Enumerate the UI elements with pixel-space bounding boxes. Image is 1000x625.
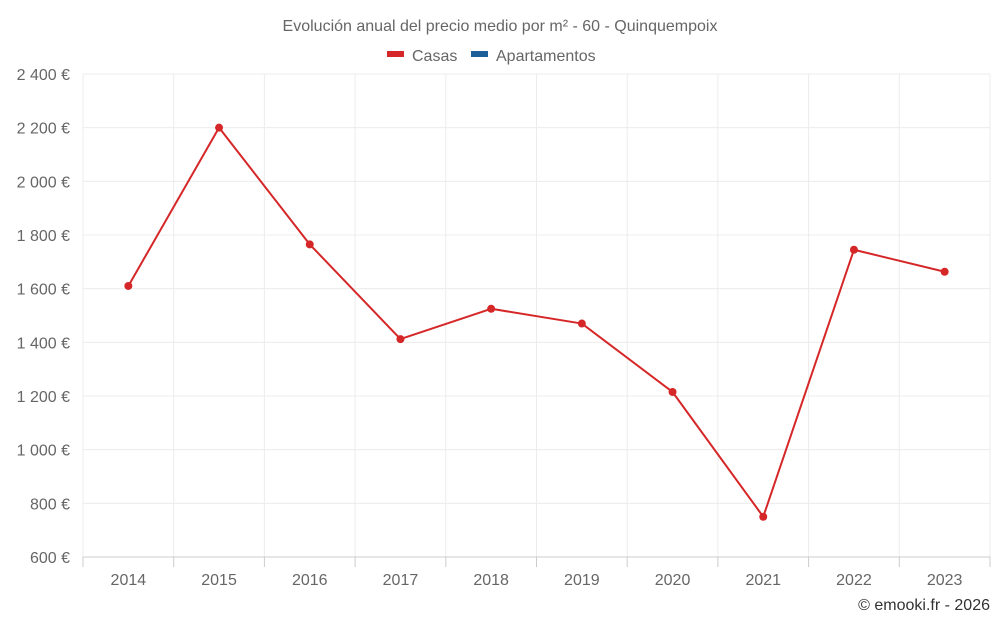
x-tick-label: 2020	[655, 572, 691, 589]
data-point-casas-2022[interactable]	[849, 245, 858, 254]
x-tick-label: 2015	[201, 572, 237, 589]
grid	[82, 73, 991, 557]
x-tick-label: 2014	[111, 572, 147, 589]
legend-swatch-casas	[387, 51, 404, 57]
x-tick-label: 2019	[564, 572, 600, 589]
x-axis-labels: 2014 2015 2016 2017 2018 2019 2020 2021 2022 2023	[111, 572, 963, 589]
x-tick-label: 2017	[383, 572, 419, 589]
x-tick-label: 2021	[745, 572, 781, 589]
legend: Casas Apartamentos	[387, 48, 596, 65]
legend-label-apartamentos: Apartamentos	[496, 48, 596, 65]
data-point-casas-2019[interactable]	[577, 319, 586, 328]
legend-item-casas[interactable]: Casas	[387, 48, 457, 65]
credit-text: © emooki.fr - 2026	[858, 597, 990, 614]
chart-title: Evolución anual del precio medio por m² …	[283, 18, 718, 35]
y-axis-labels: 2 400 € 2 200 € 2 000 € 1 800 € 1 600 € 1 400…	[17, 67, 70, 567]
data-point-casas-2018[interactable]	[487, 304, 496, 313]
data-point-casas-2014[interactable]	[124, 281, 133, 290]
y-tick-label: 2 200 €	[17, 121, 70, 138]
y-tick-label: 600 €	[30, 550, 70, 567]
data-point-casas-2016[interactable]	[305, 240, 314, 249]
series-line-casas	[127, 126, 945, 518]
data-point-casas-2023[interactable]	[940, 267, 949, 276]
x-tick-label: 2023	[927, 572, 963, 589]
y-tick-label: 1 800 €	[17, 228, 70, 245]
x-tick-label: 2018	[473, 572, 509, 589]
x-tick-label: 2022	[836, 572, 872, 589]
data-point-casas-2020[interactable]	[668, 387, 677, 396]
axes	[82, 556, 991, 567]
series-casas	[124, 123, 949, 521]
data-point-casas-2015[interactable]	[215, 123, 224, 132]
data-point-casas-2017[interactable]	[396, 335, 405, 344]
x-tick-label: 2016	[292, 572, 328, 589]
y-tick-label: 1 600 €	[17, 282, 70, 299]
y-tick-label: 1 200 €	[17, 389, 70, 406]
y-tick-label: 1 000 €	[17, 443, 70, 460]
y-tick-label: 2 000 €	[17, 174, 70, 191]
y-tick-label: 800 €	[30, 496, 70, 513]
legend-item-apartamentos[interactable]: Apartamentos	[471, 48, 596, 65]
y-tick-label: 2 400 €	[17, 67, 70, 84]
y-tick-label: 1 400 €	[17, 335, 70, 352]
legend-swatch-apartamentos	[471, 51, 488, 57]
data-point-casas-2021[interactable]	[759, 512, 768, 521]
legend-label-casas: Casas	[412, 48, 457, 65]
